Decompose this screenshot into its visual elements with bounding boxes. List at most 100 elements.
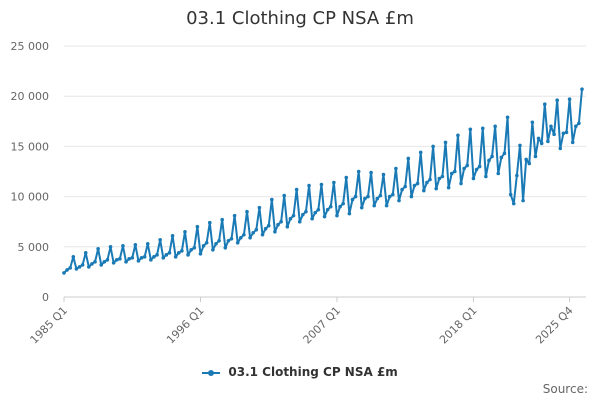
data-point[interactable] <box>149 258 153 262</box>
data-point[interactable] <box>288 216 293 221</box>
data-point[interactable] <box>226 238 231 243</box>
data-point[interactable] <box>155 253 159 257</box>
data-point[interactable] <box>468 127 473 132</box>
data-point[interactable] <box>301 212 305 217</box>
data-point[interactable] <box>530 120 535 125</box>
data-point[interactable] <box>65 268 69 272</box>
data-point[interactable] <box>332 180 336 185</box>
data-point[interactable] <box>474 167 479 172</box>
data-point[interactable] <box>161 256 166 260</box>
data-point[interactable] <box>372 203 376 208</box>
data-point[interactable] <box>443 140 448 145</box>
data-point[interactable] <box>511 201 516 206</box>
data-point[interactable] <box>214 241 218 246</box>
data-point[interactable] <box>552 132 556 137</box>
data-point[interactable] <box>158 237 162 242</box>
data-point[interactable] <box>266 223 271 228</box>
data-point[interactable] <box>142 255 147 259</box>
data-point[interactable] <box>338 204 342 209</box>
data-point[interactable] <box>304 209 308 214</box>
data-point[interactable] <box>325 207 330 212</box>
data-point[interactable] <box>124 260 128 264</box>
data-point[interactable] <box>369 170 373 175</box>
data-point[interactable] <box>515 173 519 178</box>
data-point[interactable] <box>521 198 525 203</box>
data-point[interactable] <box>87 265 91 269</box>
data-point[interactable] <box>276 222 280 227</box>
data-point[interactable] <box>136 259 141 263</box>
data-point[interactable] <box>505 115 510 120</box>
data-point[interactable] <box>453 169 457 174</box>
data-point[interactable] <box>108 245 113 249</box>
data-point[interactable] <box>400 187 404 192</box>
data-point[interactable] <box>397 198 401 203</box>
data-point[interactable] <box>496 171 501 176</box>
data-point[interactable] <box>297 219 302 224</box>
data-point[interactable] <box>285 224 290 229</box>
data-point[interactable] <box>344 175 349 180</box>
data-point[interactable] <box>248 235 252 240</box>
data-point[interactable] <box>570 140 575 145</box>
data-point[interactable] <box>273 229 277 234</box>
data-point[interactable] <box>232 213 237 218</box>
data-point[interactable] <box>487 158 491 163</box>
data-point[interactable] <box>363 196 367 201</box>
data-point[interactable] <box>353 194 358 199</box>
data-point[interactable] <box>459 181 463 186</box>
data-point[interactable] <box>384 203 389 208</box>
data-point[interactable] <box>409 194 414 199</box>
data-point[interactable] <box>170 233 175 238</box>
data-point[interactable] <box>425 180 429 185</box>
data-point[interactable] <box>390 192 395 197</box>
data-point[interactable] <box>114 258 119 262</box>
data-point[interactable] <box>381 172 386 177</box>
data-point[interactable] <box>316 207 321 212</box>
data-point[interactable] <box>145 241 150 246</box>
data-point[interactable] <box>254 227 259 232</box>
data-point[interactable] <box>437 176 442 181</box>
data-point[interactable] <box>567 97 572 102</box>
data-point[interactable] <box>189 248 193 252</box>
data-point[interactable] <box>217 238 221 243</box>
data-point[interactable] <box>270 197 274 202</box>
data-point[interactable] <box>577 121 581 126</box>
data-point[interactable] <box>186 253 190 257</box>
data-point[interactable] <box>573 124 578 129</box>
data-point[interactable] <box>211 248 215 252</box>
data-point[interactable] <box>322 214 327 219</box>
data-point[interactable] <box>71 255 76 259</box>
data-point[interactable] <box>251 230 256 235</box>
data-point[interactable] <box>527 161 532 166</box>
data-point[interactable] <box>471 176 476 181</box>
data-point[interactable] <box>418 150 423 155</box>
data-point[interactable] <box>533 154 538 159</box>
data-point[interactable] <box>328 204 333 209</box>
data-point[interactable] <box>310 216 314 221</box>
data-point[interactable] <box>440 174 445 179</box>
data-point[interactable] <box>484 174 488 179</box>
data-point[interactable] <box>245 209 249 214</box>
data-point[interactable] <box>180 249 184 253</box>
legend[interactable]: 03.1 Clothing CP NSA £m <box>0 365 600 379</box>
data-point[interactable] <box>490 154 494 159</box>
data-point[interactable] <box>555 98 559 103</box>
data-point[interactable] <box>260 232 265 237</box>
data-point[interactable] <box>74 267 79 271</box>
data-point[interactable] <box>133 242 138 247</box>
data-point[interactable] <box>118 257 122 261</box>
data-point[interactable] <box>335 213 339 218</box>
data-point[interactable] <box>387 194 392 199</box>
data-point[interactable] <box>80 263 85 267</box>
data-point[interactable] <box>518 143 522 148</box>
data-point[interactable] <box>347 211 352 216</box>
data-point[interactable] <box>499 155 504 160</box>
data-point[interactable] <box>242 232 246 237</box>
data-point[interactable] <box>121 243 125 248</box>
data-point[interactable] <box>90 262 94 266</box>
data-point[interactable] <box>415 181 420 186</box>
data-point[interactable] <box>378 193 383 198</box>
data-point[interactable] <box>394 166 398 171</box>
data-point[interactable] <box>536 136 541 141</box>
data-point[interactable] <box>152 255 156 259</box>
data-point[interactable] <box>313 210 318 215</box>
